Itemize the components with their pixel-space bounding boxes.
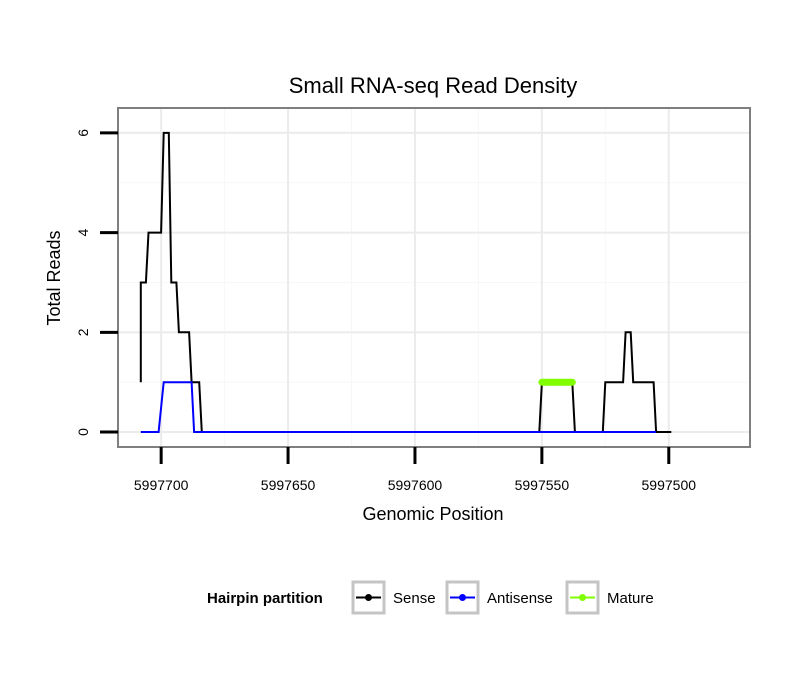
- x-axis-label: Genomic Position: [362, 504, 503, 524]
- chart-title: Small RNA-seq Read Density: [289, 73, 578, 98]
- y-tick-label: 0: [75, 428, 91, 436]
- x-tick-label: 5997700: [134, 477, 189, 493]
- legend-key-point: [579, 594, 586, 601]
- x-tick-label: 5997600: [388, 477, 443, 493]
- series-line-antisense: [140, 381, 657, 433]
- legend-title: Hairpin partition: [207, 590, 323, 607]
- plot-panel: [118, 108, 750, 447]
- x-tick-label: 5997500: [642, 477, 697, 493]
- legend-key-point: [365, 594, 372, 601]
- y-tick-label: 2: [75, 328, 91, 336]
- legend-key-point: [459, 594, 466, 601]
- plot-area: 5997700 5997650 5997600 5997550 5997500 0 2 4 6: [75, 107, 751, 493]
- y-tick-label: 4: [75, 228, 91, 236]
- series-line-sense: [139, 131, 672, 433]
- x-tick-label: 5997650: [261, 477, 316, 493]
- legend: Sense Antisense Mature: [351, 580, 654, 615]
- plot-border: [117, 107, 751, 448]
- y-axis-label: Total Reads: [44, 230, 64, 325]
- legend-label-mature: Mature: [607, 590, 654, 607]
- y-tick-label: 6: [75, 129, 91, 137]
- x-tick-label: 5997550: [515, 477, 570, 493]
- legend-label-sense: Sense: [393, 590, 436, 607]
- legend-label-antisense: Antisense: [487, 590, 553, 607]
